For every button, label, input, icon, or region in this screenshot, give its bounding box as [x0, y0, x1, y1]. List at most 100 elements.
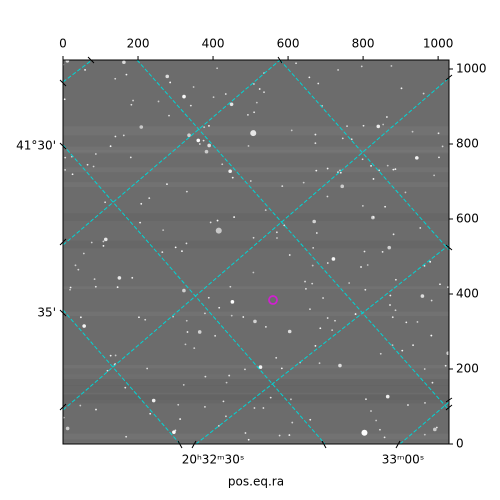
star: [130, 103, 133, 106]
star: [247, 113, 249, 116]
star: [390, 65, 393, 67]
star: [392, 233, 395, 236]
x-tick-label: 600: [277, 37, 300, 51]
star: [430, 334, 433, 337]
star: [429, 260, 432, 263]
star: [132, 99, 134, 102]
star: [224, 93, 227, 95]
star: [278, 434, 281, 437]
star: [185, 242, 188, 245]
star: [244, 368, 246, 371]
star: [149, 412, 152, 415]
y-tick-label: 1000: [456, 62, 487, 76]
star: [281, 185, 284, 188]
star: [433, 427, 437, 432]
star: [422, 92, 425, 95]
ra-label: 33ᵐ00ˢ: [382, 453, 425, 467]
star: [247, 438, 250, 441]
star: [102, 240, 105, 243]
star: [262, 407, 265, 409]
star: [389, 304, 391, 306]
star: [258, 365, 263, 369]
star: [385, 394, 390, 399]
star: [312, 219, 316, 224]
star: [84, 69, 86, 71]
grid-line: [63, 144, 326, 444]
star: [222, 400, 225, 403]
star: [174, 246, 177, 249]
y-tick-label: 0: [456, 437, 464, 451]
star: [375, 419, 378, 422]
star: [177, 403, 180, 406]
star: [288, 434, 291, 436]
star: [187, 133, 191, 138]
star: [198, 143, 201, 145]
star: [104, 201, 107, 204]
star: [193, 347, 196, 350]
star: [253, 83, 255, 85]
noise-band: [63, 167, 449, 173]
star: [86, 163, 89, 166]
star: [204, 312, 206, 315]
star: [400, 87, 403, 90]
star: [364, 288, 367, 291]
star: [322, 297, 324, 299]
star: [196, 138, 201, 143]
star: [311, 282, 314, 285]
star: [247, 145, 250, 147]
star: [74, 264, 77, 267]
y-tick-label: 800: [456, 137, 479, 151]
star: [360, 266, 362, 268]
star: [109, 145, 112, 148]
star: [116, 286, 119, 289]
star: [381, 250, 384, 253]
star: [218, 306, 221, 309]
star: [157, 100, 160, 103]
star: [122, 134, 125, 137]
grid-line: [399, 401, 449, 444]
star: [249, 180, 252, 182]
x-tick-label: 400: [202, 37, 225, 51]
star: [82, 324, 86, 328]
star: [216, 67, 219, 70]
x-tick-label: 1000: [423, 37, 454, 51]
y-tick-label: 200: [456, 362, 479, 376]
star: [361, 158, 364, 161]
noise-band: [63, 213, 449, 222]
star: [94, 153, 97, 155]
star: [350, 138, 353, 141]
star: [290, 129, 293, 132]
star: [103, 237, 108, 242]
frame: [62, 59, 450, 445]
star: [430, 299, 433, 302]
star: [63, 98, 66, 101]
star: [326, 195, 329, 198]
star: [231, 176, 234, 179]
star: [365, 398, 367, 401]
star: [446, 351, 449, 356]
star: [215, 227, 222, 234]
star: [366, 264, 369, 266]
coordinate-grid: [63, 60, 449, 444]
star: [148, 197, 151, 200]
star: [372, 178, 375, 180]
star: [288, 254, 291, 256]
star: [95, 408, 97, 411]
star: [204, 375, 207, 378]
x-tick-label: 0: [59, 37, 67, 51]
star: [209, 221, 212, 224]
star: [225, 381, 228, 384]
star: [203, 126, 206, 128]
star: [168, 114, 170, 117]
star: [228, 374, 231, 377]
star: [229, 285, 232, 288]
star: [387, 245, 392, 250]
star: [182, 288, 186, 293]
star: [308, 76, 311, 79]
star: [197, 330, 202, 334]
star: [401, 349, 404, 352]
grid-line: [63, 77, 449, 411]
star: [315, 232, 318, 234]
star: [169, 81, 172, 84]
star: [447, 286, 449, 289]
